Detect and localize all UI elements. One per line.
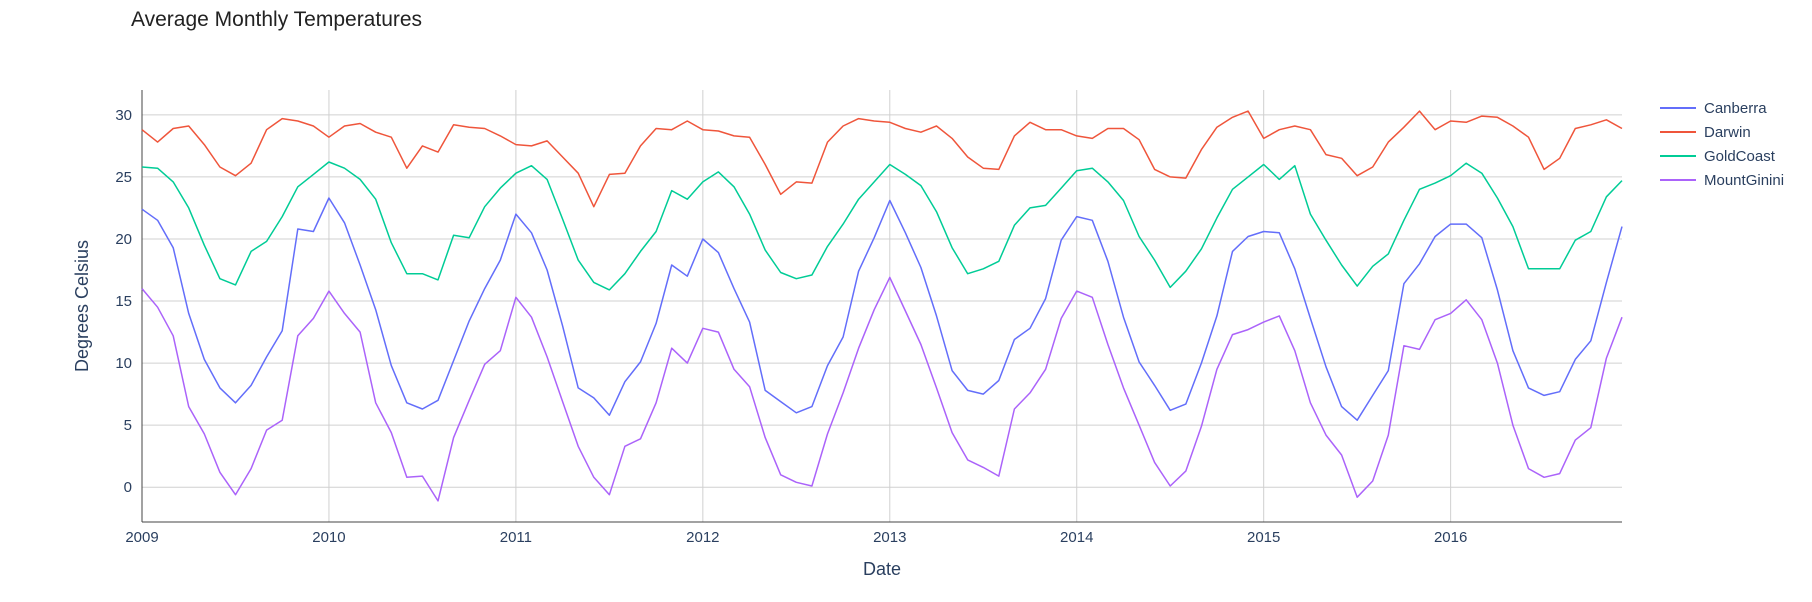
x-tick-label: 2013 [873, 529, 906, 546]
y-axis-title: Degrees Celsius [72, 240, 92, 372]
y-tick-label: 15 [115, 293, 132, 310]
chart-title: Average Monthly Temperatures [131, 8, 423, 31]
legend-label: Canberra [1704, 100, 1767, 117]
grid-lines [141, 90, 1622, 522]
legend-item-canberra[interactable]: Canberra [1660, 100, 1767, 117]
x-tick-label: 2009 [125, 529, 158, 546]
series-line-goldcoast [141, 161, 1623, 291]
x-tick-label: 2010 [312, 529, 345, 546]
y-tick-label: 5 [124, 417, 132, 434]
legend-item-goldcoast[interactable]: GoldCoast [1660, 148, 1776, 165]
series-line-darwin [141, 110, 1623, 208]
y-tick-label: 0 [124, 479, 132, 496]
y-tick-label: 25 [115, 169, 132, 186]
legend-item-mountginini[interactable]: MountGinini [1660, 172, 1784, 189]
x-tick-label: 2012 [686, 529, 719, 546]
series-lines [141, 110, 1623, 502]
tick-labels: 0 5 10 15 20 25 30 2009 2010 2011 2012 2013 2014 2015… [115, 107, 1467, 546]
x-tick-label: 2014 [1060, 529, 1093, 546]
legend-label: MountGinini [1704, 172, 1784, 189]
y-tick-label: 30 [115, 107, 132, 124]
y-tick-label: 10 [115, 355, 132, 372]
x-tick-label: 2016 [1434, 529, 1467, 546]
x-axis-title: Date [863, 559, 901, 579]
series-line-canberra [141, 197, 1623, 421]
axes [141, 90, 1622, 523]
legend[interactable]: Canberra Darwin GoldCoast MountGinini [1660, 100, 1784, 189]
legend-item-darwin[interactable]: Darwin [1660, 124, 1751, 141]
legend-label: GoldCoast [1704, 148, 1776, 165]
legend-label: Darwin [1704, 124, 1751, 141]
x-tick-label: 2015 [1247, 529, 1280, 546]
series-line-mountginini [141, 276, 1623, 502]
x-tick-label: 2011 [500, 529, 532, 546]
y-tick-label: 20 [115, 231, 132, 248]
